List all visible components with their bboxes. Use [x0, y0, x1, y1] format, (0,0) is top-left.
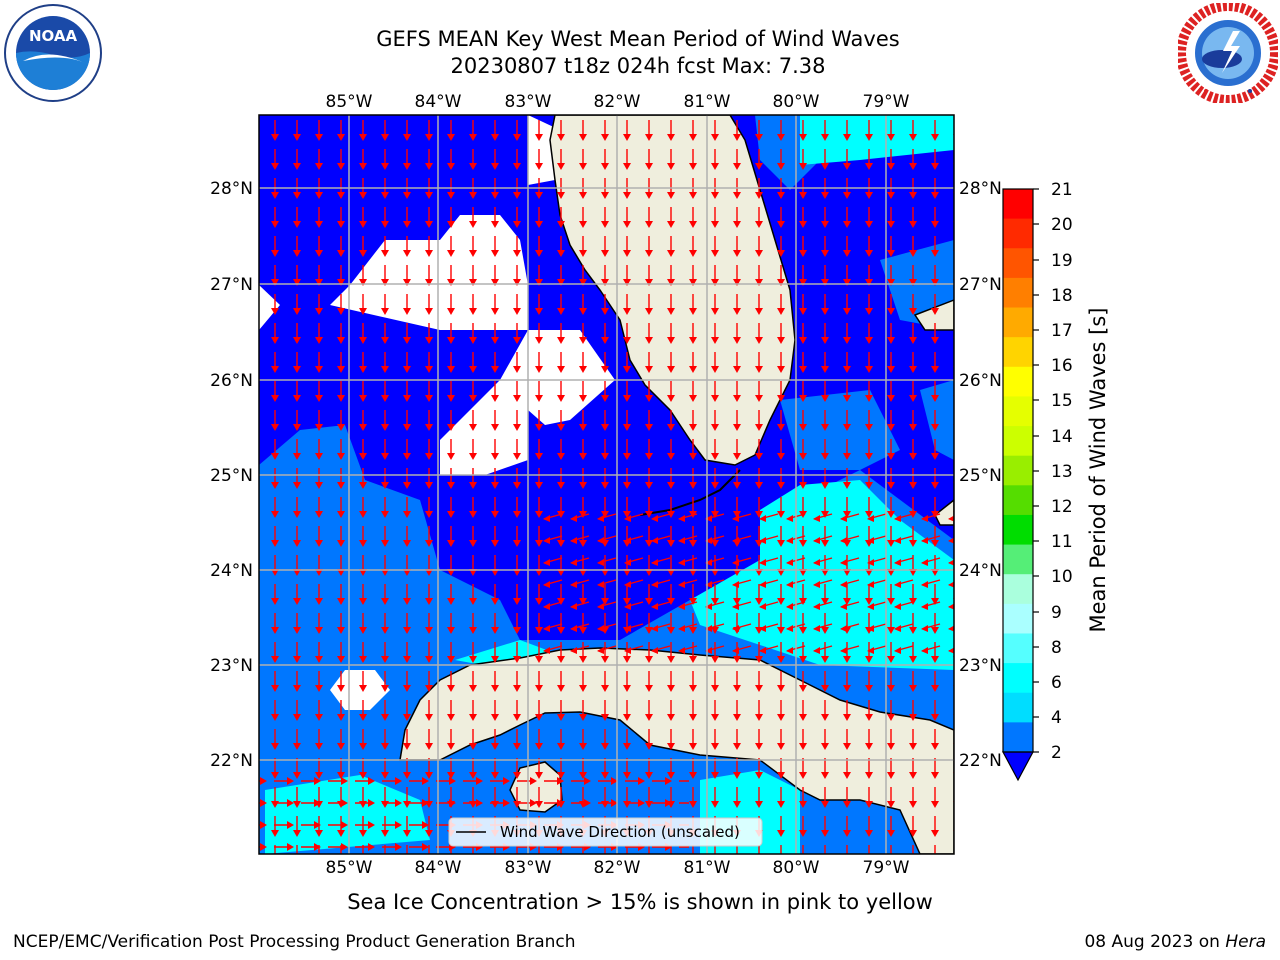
lat-label-right-2: 26°N: [959, 371, 1002, 391]
colorbar-segment-18: [1003, 722, 1033, 753]
colorbar-segment-13: [1003, 574, 1033, 605]
sea-ice-note: Sea Ice Concentration > 15% is shown in …: [347, 890, 933, 914]
lon-label-top-4: 81°W: [684, 92, 731, 112]
map-frame: [258, 114, 955, 855]
lat-label-left-3: 25°N: [210, 466, 253, 486]
lat-label-right-6: 22°N: [959, 751, 1002, 771]
lat-label-left-6: 22°N: [210, 751, 253, 771]
colorbar-segment-14: [1003, 603, 1033, 634]
lon-label-top-3: 82°W: [594, 92, 641, 112]
colorbar-segment-10: [1003, 485, 1033, 516]
wind-wave-arrows: [259, 115, 954, 854]
colorbar-tick-label-5: 16: [1051, 356, 1073, 376]
colorbar-segment-4: [1003, 307, 1033, 338]
lat-label-right-3: 25°N: [959, 466, 1002, 486]
lat-label-right-1: 27°N: [959, 275, 1002, 295]
colorbar-tick-label-16: 2: [1051, 743, 1062, 763]
lon-label-top-0: 85°W: [326, 92, 373, 112]
colorbar-under-arrow: [1001, 751, 1035, 782]
colorbar-segment-2: [1003, 248, 1033, 279]
chart-subtitle: 20230807 t18z 024h fcst Max: 7.38: [450, 54, 826, 78]
lat-label-left-5: 23°N: [210, 656, 253, 676]
map-area: [259, 115, 954, 854]
nws-logo: [1178, 3, 1278, 103]
colorbar-segment-9: [1003, 455, 1033, 486]
colorbar-segment-6: [1003, 366, 1033, 397]
colorbar-tick-label-4: 17: [1051, 321, 1073, 341]
lon-label-bottom-2: 83°W: [505, 858, 552, 878]
lat-label-right-4: 24°N: [959, 561, 1002, 581]
lon-label-bottom-5: 80°W: [773, 858, 820, 878]
colorbar-tick-label-0: 21: [1051, 180, 1073, 200]
lon-label-bottom-3: 82°W: [594, 858, 641, 878]
lon-label-top-2: 83°W: [505, 92, 552, 112]
legend-label: Wind Wave Direction (unscaled): [500, 823, 740, 841]
colorbar-tick-label-10: 11: [1051, 532, 1073, 552]
map-legend: Wind Wave Direction (unscaled): [448, 817, 763, 847]
graticule: [259, 115, 954, 854]
date-text: 08 Aug 2023 on: [1084, 932, 1226, 952]
colorbar-tick-label-11: 10: [1051, 567, 1073, 587]
colorbar-segment-11: [1003, 514, 1033, 546]
colorbar-tick-label-9: 12: [1051, 497, 1073, 517]
colorbar-segment-3: [1003, 277, 1033, 309]
date-stamp: 08 Aug 2023 on Hera: [1084, 932, 1266, 952]
lon-label-top-1: 84°W: [415, 92, 462, 112]
colorbar-tick-label-15: 4: [1051, 708, 1062, 728]
credit-text: NCEP/EMC/Verification Post Processing Pr…: [13, 932, 576, 952]
colorbar-label: Mean Period of Wind Waves [s]: [1086, 308, 1110, 633]
colorbar-segment-7: [1003, 396, 1033, 427]
colorbar-segment-8: [1003, 426, 1033, 457]
lon-label-top-6: 79°W: [863, 92, 910, 112]
lat-label-right-0: 28°N: [959, 179, 1002, 199]
lon-label-bottom-6: 79°W: [863, 858, 910, 878]
colorbar-tick-label-12: 9: [1051, 603, 1062, 623]
colorbar: 21 20 19 18 17 16 15 14 13 12 11 10 9 8 6 4 2: [1001, 180, 1073, 782]
noaa-logo-text: NOAA: [29, 27, 78, 45]
colorbar-tick-label-2: 19: [1051, 251, 1073, 271]
colorbar-tick-label-3: 18: [1051, 286, 1073, 306]
lon-label-bottom-4: 81°W: [684, 858, 731, 878]
lon-label-bottom-1: 84°W: [415, 858, 462, 878]
colorbar-segment-17: [1003, 692, 1033, 723]
lat-label-left-1: 27°N: [210, 275, 253, 295]
lat-label-left-0: 28°N: [210, 179, 253, 199]
colorbar-segment-1: [1003, 218, 1033, 249]
colorbar-tick-label-13: 8: [1051, 638, 1062, 658]
lat-label-left-2: 26°N: [210, 371, 253, 391]
lon-label-top-5: 80°W: [773, 92, 820, 112]
colorbar-segment-12: [1003, 544, 1033, 575]
lon-label-bottom-0: 85°W: [326, 858, 373, 878]
colorbar-tick-label-7: 14: [1051, 427, 1073, 447]
colorbar-segment-16: [1003, 663, 1033, 694]
colorbar-segment-0: [1003, 189, 1033, 220]
colorbar-tick-label-8: 13: [1051, 462, 1073, 482]
wind-wave-arrows-west: [540, 500, 954, 660]
colorbar-segment-15: [1003, 633, 1033, 664]
longitude-labels: 85°W 85°W 84°W 84°W 83°W 83°W 82°W 82°W 81°W 81°W…: [326, 92, 910, 878]
lat-label-right-5: 23°N: [959, 656, 1002, 676]
lat-label-left-4: 24°N: [210, 561, 253, 581]
latitude-labels: 28°N 28°N 27°N 27°N 26°N 26°N 25°N 25°N 24°N 24°N…: [210, 179, 1002, 771]
colorbar-tick-label-6: 15: [1051, 391, 1073, 411]
colorbar-tick-label-14: 6: [1051, 673, 1062, 693]
machine-name: Hera: [1225, 932, 1266, 952]
chart-title: GEFS MEAN Key West Mean Period of Wind W…: [376, 27, 900, 51]
colorbar-segment-5: [1003, 337, 1033, 368]
noaa-logo: NOAA: [4, 4, 102, 102]
colorbar-tick-label-1: 20: [1051, 215, 1073, 235]
